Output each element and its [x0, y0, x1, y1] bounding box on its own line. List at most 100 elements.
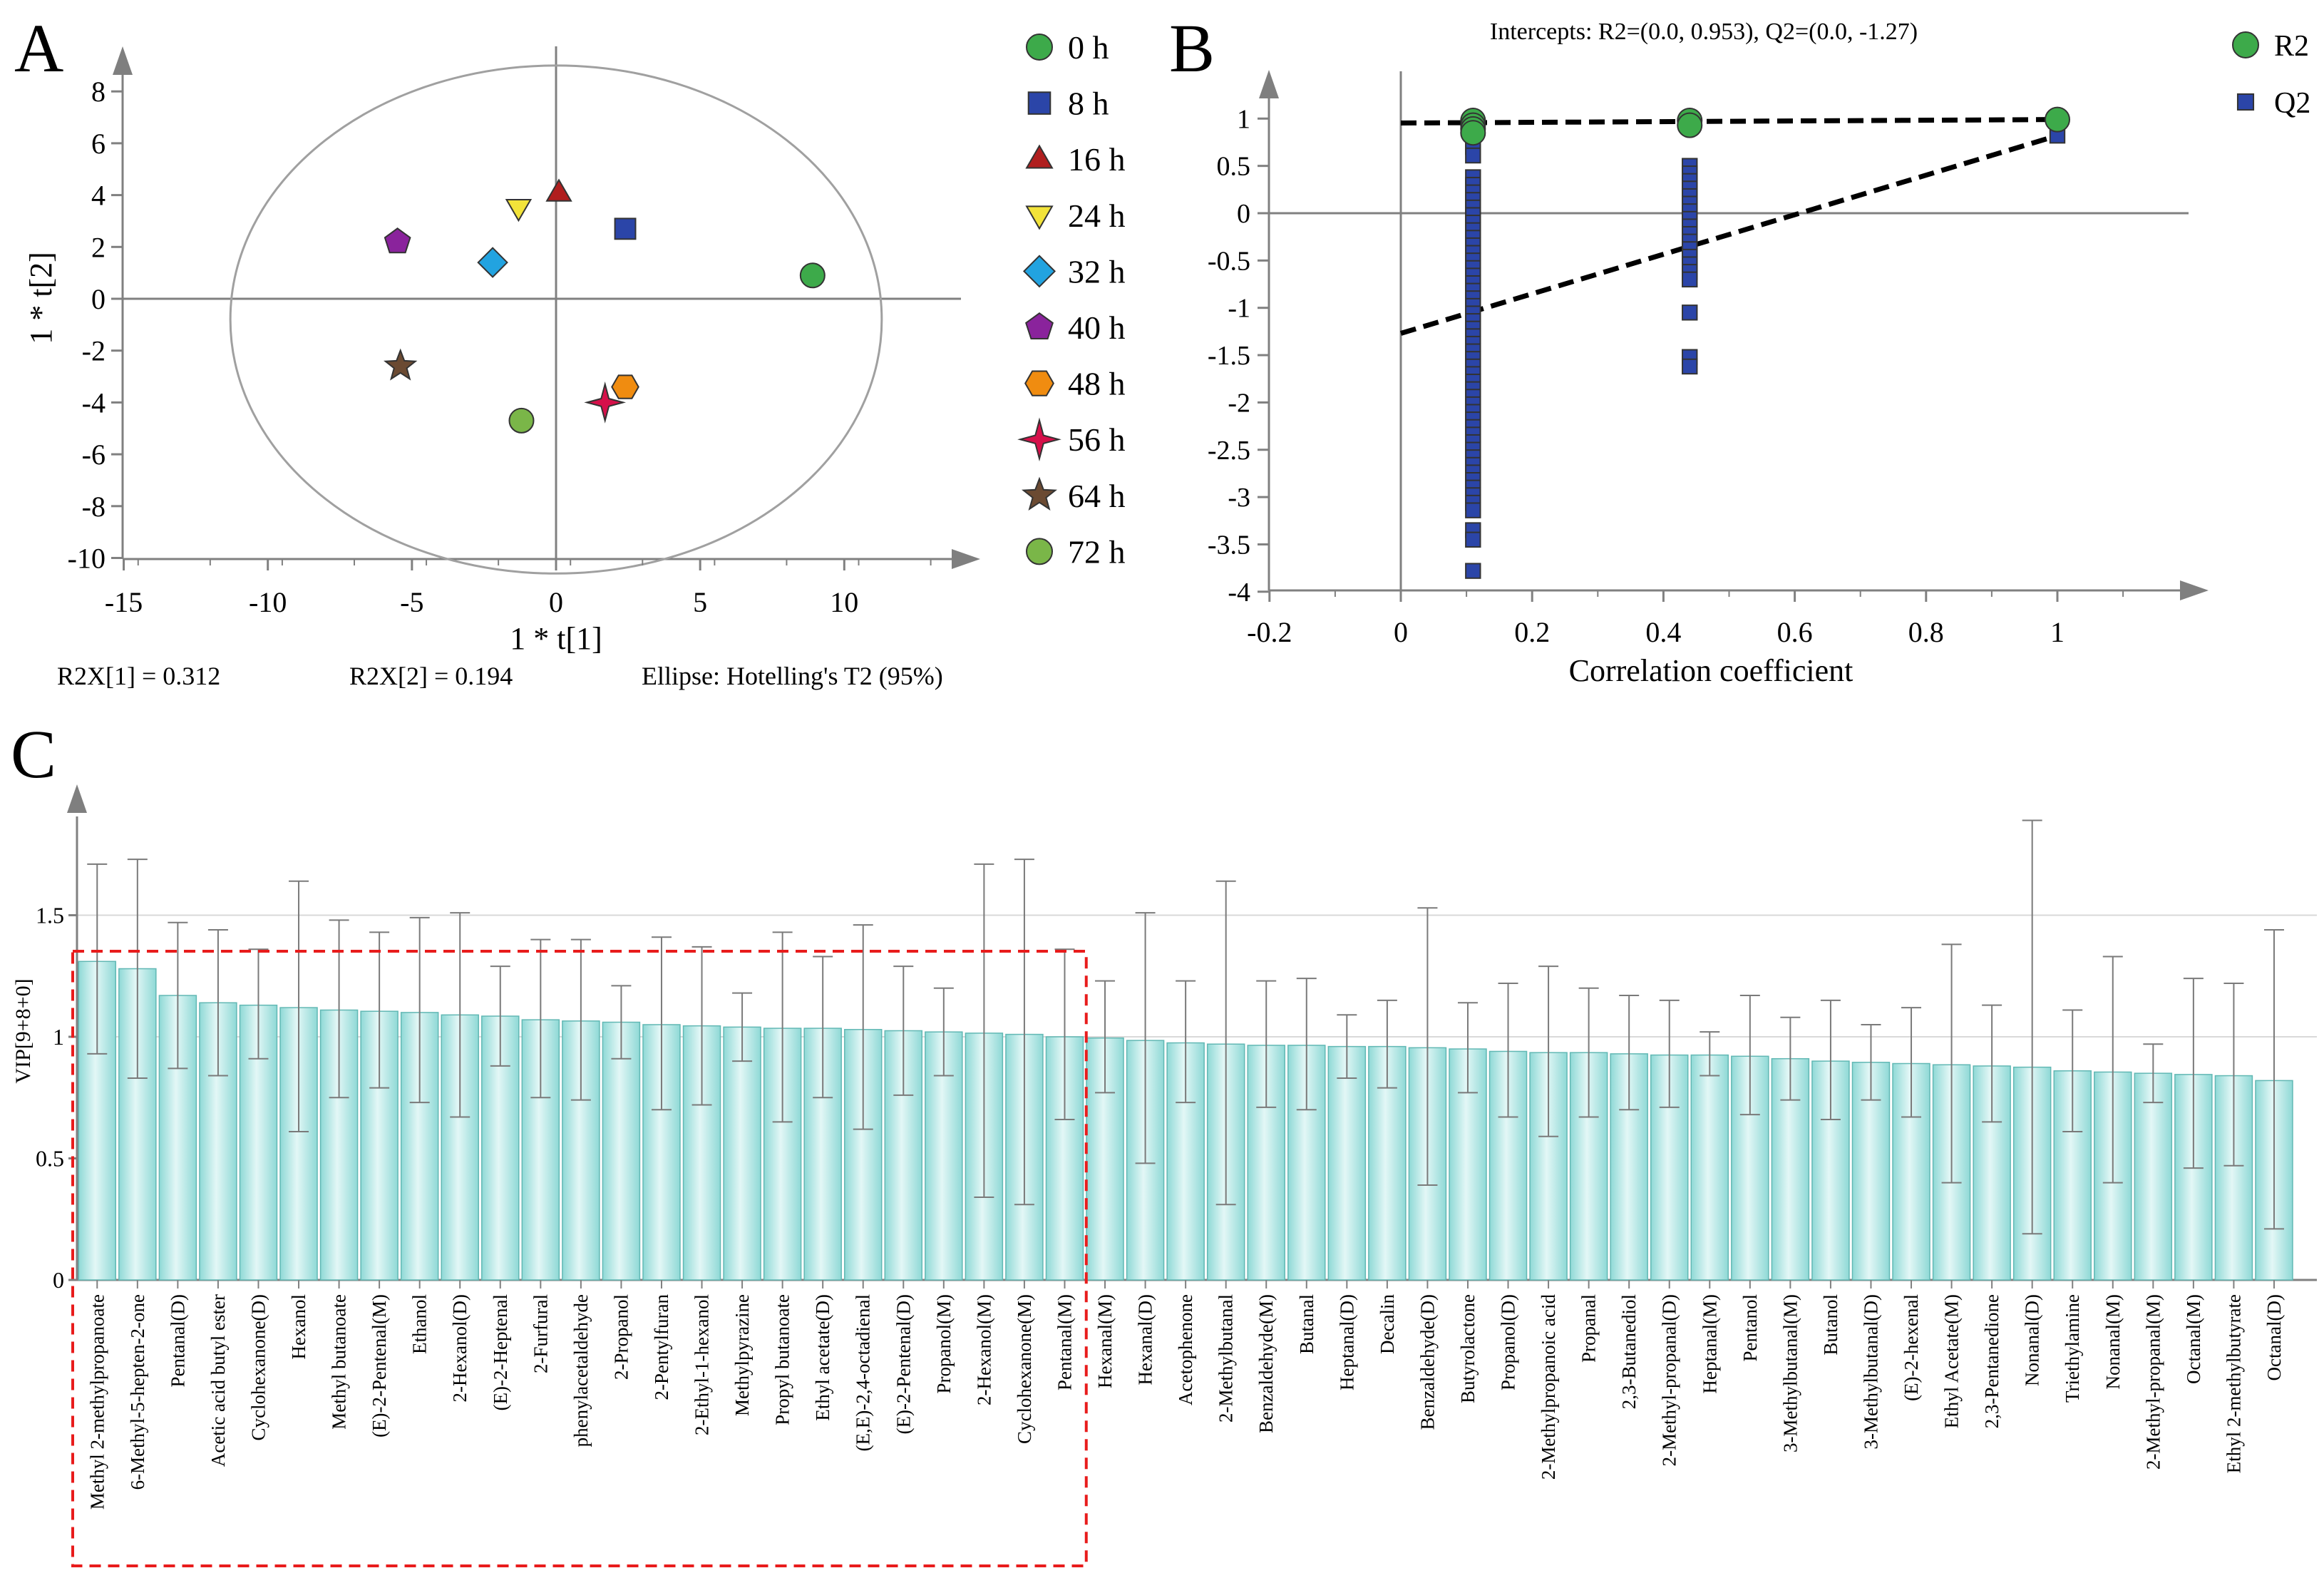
category-label: Ethanol — [409, 1294, 431, 1354]
category-label: Pentanal(M) — [1054, 1294, 1076, 1390]
vip-highlight-box — [71, 950, 1088, 1567]
x-tick-label: -5 — [400, 586, 423, 618]
point-64h — [384, 348, 418, 381]
legend-label: 72 h — [1068, 533, 1126, 570]
category-label: Propanol(M) — [933, 1294, 955, 1393]
r2-point — [1677, 112, 1703, 138]
category-label: 2-Pentylfuran — [651, 1294, 672, 1400]
legend-marker-72h — [1026, 538, 1053, 565]
x-tick-label: -0.2 — [1247, 616, 1292, 648]
y-tick-label: -2.5 — [1208, 436, 1250, 466]
category-label: 2-Hexanol(D) — [449, 1294, 471, 1402]
y-tick-label: -0.5 — [1208, 246, 1250, 276]
r2-point — [1460, 120, 1486, 146]
point-56h — [584, 381, 627, 424]
point-40h — [384, 227, 411, 254]
ellipse-footnote: Ellipse: Hotelling's T2 (95%) — [642, 662, 943, 690]
category-label: 2,3-Butanediol — [1618, 1294, 1640, 1409]
category-label: Cyclohexanone(M) — [1014, 1294, 1035, 1444]
panel-b-label: B — [1169, 10, 1215, 86]
axis-y-title: VIP[9+8+0] — [11, 978, 35, 1083]
category-label: Hexanal(M) — [1094, 1294, 1116, 1388]
y-axis-arrow — [67, 784, 87, 813]
legend-marker-40h — [1025, 312, 1054, 339]
hotelling-ellipse — [229, 64, 883, 575]
y-axis-arrow — [113, 46, 133, 75]
x-axis-arrow — [952, 549, 980, 569]
legend-label: R2 — [2274, 30, 2309, 63]
legend-marker-32h — [1022, 255, 1056, 288]
y-axis-arrow — [1259, 70, 1279, 98]
category-label: Acetic acid butyl ester — [207, 1294, 229, 1467]
category-label: 2-Methylbutanal — [1215, 1294, 1237, 1423]
y-tick-label: -4 — [1228, 578, 1250, 608]
legend-label: 24 h — [1068, 198, 1126, 234]
chart-title: Intercepts: R2=(0.0, 0.953), Q2=(0.0, -1… — [1490, 19, 1918, 45]
x-tick-label: 0.4 — [1645, 616, 1681, 648]
x-axis-arrow — [2180, 580, 2209, 600]
category-label: Cyclohexanone(D) — [248, 1294, 269, 1440]
y-tick-label: 0 — [1237, 199, 1250, 229]
category-label: Hexanol — [288, 1294, 309, 1359]
r2x2-footnote: R2X[2] = 0.194 — [349, 662, 513, 690]
legend-marker-0h — [1026, 34, 1053, 61]
y-tick-label: 8 — [91, 76, 106, 108]
r2-point — [2045, 106, 2070, 133]
category-label: Pentanol — [1739, 1294, 1761, 1362]
category-label: (E)-2-hexenal — [1901, 1294, 1922, 1401]
q2-point — [1465, 563, 1481, 579]
y-tick-label: 6 — [91, 128, 106, 160]
legend-label: 64 h — [1068, 478, 1126, 514]
y-tick-label: -3 — [1228, 483, 1250, 513]
category-label: Decalin — [1377, 1294, 1398, 1354]
category-label: Methyl 2-methylpropanoate — [86, 1294, 108, 1510]
bar — [1690, 1054, 1729, 1281]
y-tick-label: -2 — [1228, 388, 1250, 418]
legend-label: 48 h — [1068, 366, 1126, 402]
category-label: (E)-2-Heptenal — [490, 1294, 511, 1410]
category-label: phenylacetaldehyde — [570, 1294, 592, 1447]
category-label: 3-Methylbutanal(M) — [1779, 1294, 1801, 1453]
point-32h — [477, 247, 508, 278]
x-tick-label: 10 — [830, 586, 858, 618]
y-tick-label: 0 — [53, 1267, 64, 1293]
legend-marker-48h — [1024, 370, 1054, 396]
bar — [2134, 1072, 2173, 1281]
legend-marker-56h — [1017, 417, 1061, 462]
legend-label: 32 h — [1068, 253, 1126, 290]
legend-marker-16h — [1025, 144, 1054, 169]
category-label: Butanal — [1296, 1294, 1317, 1354]
legend-b: R2 Q2 — [2232, 30, 2310, 120]
y-tick-label: -8 — [82, 491, 106, 523]
y-tick-label: 0.5 — [1217, 152, 1251, 182]
category-label: Propyl butanoate — [772, 1294, 793, 1425]
category-label: Ethyl Acetate(M) — [1941, 1294, 1963, 1428]
category-label: Pentanal(D) — [167, 1294, 188, 1387]
point-72h — [508, 407, 535, 434]
x-tick-label: 0 — [1394, 616, 1408, 648]
legend-label: 16 h — [1068, 141, 1126, 178]
category-label: 2-Furfural — [530, 1294, 551, 1373]
y-tick-label: -2 — [82, 335, 106, 367]
q2-point — [1682, 271, 1698, 288]
category-label: Benzaldehyde(D) — [1416, 1294, 1438, 1430]
category-label: 2,3-Pentanedione — [1981, 1294, 2002, 1428]
category-label: 2-Ethyl-1-hexanol — [691, 1294, 713, 1435]
q2-point — [1682, 304, 1698, 321]
legend-label: Q2 — [2274, 87, 2310, 120]
x-tick-label: -15 — [105, 586, 143, 618]
vip-bar-chart: VIP[9+8+0] 0 0.5 1 1.5 Methyl 2-methylpropan… — [11, 784, 2317, 1567]
y-tick-label: 4 — [91, 180, 106, 212]
axis-x-title: Correlation coefficient — [1569, 653, 1853, 688]
y-tick-label: 1.5 — [36, 903, 64, 928]
y-tick-label: 2 — [91, 231, 106, 263]
category-label: 3-Methylbutanal(D) — [1861, 1294, 1882, 1449]
point-16h — [545, 178, 572, 202]
score-scatter-plot: 1 * t[1] 1 * t[2] R2X[1] = 0.312 R2X[2] … — [24, 46, 980, 690]
legend-a: 0 h 8 h 16 h 24 h 32 h 40 h 48 h 56 h 64 h 72 h — [1017, 29, 1126, 570]
permutation-test-plot: Intercepts: R2=(0.0, 0.953), Q2=(0.0, -1… — [1208, 19, 2209, 688]
category-label: Hexanal(D) — [1135, 1294, 1156, 1385]
point-48h — [611, 374, 639, 399]
q2-point — [1682, 358, 1698, 375]
y-tick-label: 0 — [91, 283, 106, 315]
